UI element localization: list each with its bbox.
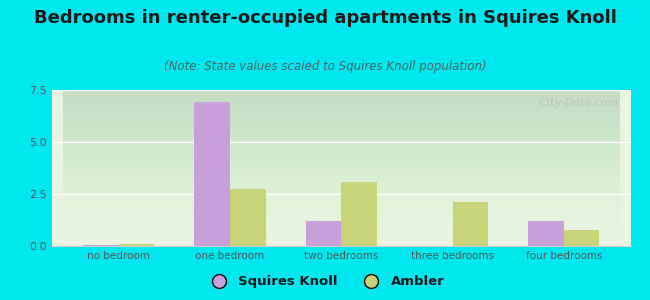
Bar [83, 245, 119, 246]
Bar [119, 244, 154, 246]
Bar [564, 230, 599, 246]
Bar [306, 221, 341, 246]
Bar [230, 189, 266, 246]
Text: City-Data.com: City-Data.com [539, 98, 619, 108]
Bar [341, 182, 377, 246]
Legend: Squires Knoll, Ambler: Squires Knoll, Ambler [200, 270, 450, 293]
Bar [452, 202, 488, 246]
Text: (Note: State values scaled to Squires Knoll population): (Note: State values scaled to Squires Kn… [164, 60, 486, 73]
Text: Bedrooms in renter-occupied apartments in Squires Knoll: Bedrooms in renter-occupied apartments i… [34, 9, 616, 27]
Bar [194, 103, 230, 246]
Bar [528, 221, 564, 246]
